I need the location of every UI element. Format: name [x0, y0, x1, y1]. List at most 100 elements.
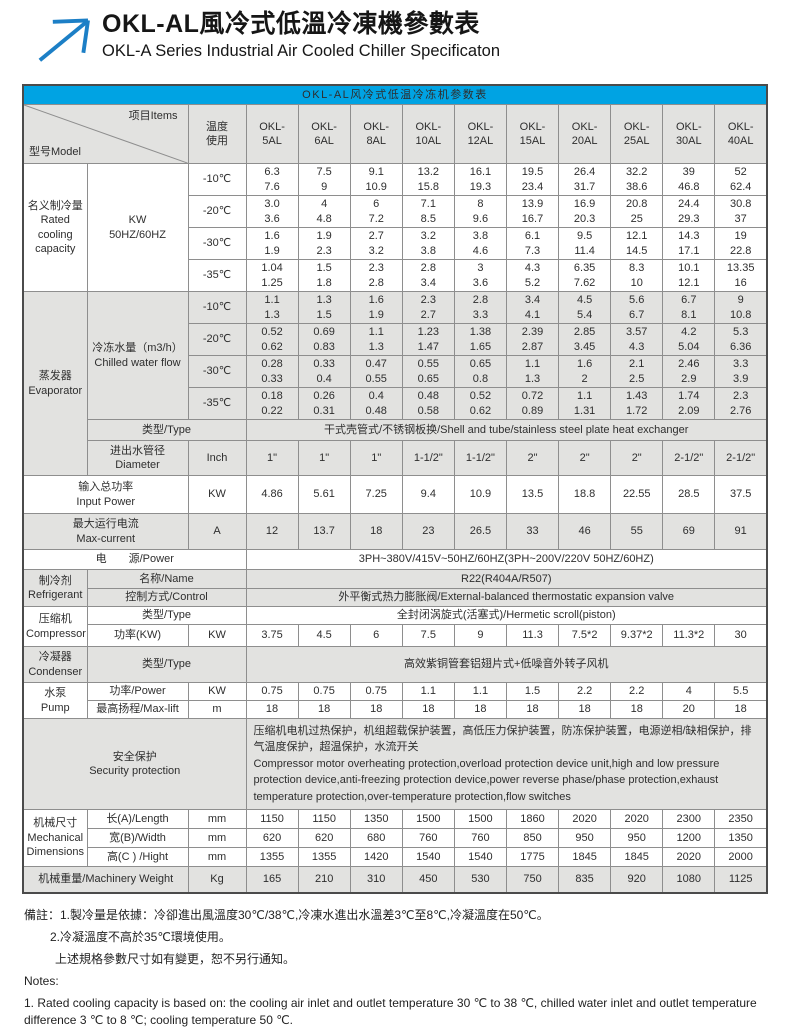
- value-cell: 2.39 2.87: [505, 323, 560, 357]
- value-cell: 1845: [610, 847, 664, 868]
- note-line-5: 1. Rated cooling capacity is based on: t…: [24, 995, 757, 1028]
- refrigerant-control-row: 控制方式/Control 外平衡式热力膨胀阀/External-balanced…: [23, 588, 768, 608]
- value-cell: 3 3.6: [453, 259, 507, 293]
- security-row: 安全保护 Security protection 压缩机电机过热保护，机组超载保…: [22, 718, 768, 811]
- value-cell: 32.2 38.6: [610, 163, 664, 197]
- value-cell: 1.6 2: [558, 355, 612, 389]
- input-power-row: 输入总功率 Input Power KW 4.86 5.61 7.25 9.4 10.9…: [22, 475, 768, 515]
- model-header: OKL- 30AL: [662, 103, 716, 165]
- value-cell: 1080: [662, 866, 716, 894]
- refrigerant-control-value: 外平衡式热力膨胀阀/External-balanced thermostatic…: [245, 588, 768, 608]
- evaporator-row: -30℃ 0.28 0.33 0.33 0.4 0.47 0.55 0.55 0.65…: [23, 355, 768, 389]
- value-cell: 1775: [505, 847, 560, 868]
- value-cell: 1845: [558, 847, 612, 868]
- table-caption: OKL-AL风冷式低温冷冻机参数表: [22, 84, 768, 105]
- value-cell: 760: [401, 828, 455, 849]
- evaporator-type-label: 类型/Type: [86, 419, 247, 442]
- evaporator-type-value: 干式壳管式/不锈钢板换/Shell and tube/stainless ste…: [245, 419, 768, 442]
- value-cell: 530: [453, 866, 507, 894]
- value-cell: 0.72 0.89: [505, 387, 560, 421]
- pump-lift-unit: m: [187, 700, 247, 720]
- value-cell: 5.3 6.36: [714, 323, 768, 357]
- value-cell: 4: [662, 682, 716, 702]
- value-cell: 2.8 3.3: [453, 291, 507, 325]
- condenser-row: 冷凝器 Condenser 类型/Type 高效紫铜管套铝翅片式+低噪音外转子风…: [22, 646, 768, 684]
- value-cell: 1.1 1.3: [349, 323, 403, 357]
- dimensions-section-label: 机械尺寸 Mechanical Dimensions: [22, 809, 88, 868]
- temp-cell: -35℃: [187, 259, 247, 293]
- model-header: OKL- 25AL: [610, 103, 664, 165]
- value-cell: 6: [349, 624, 403, 648]
- value-cell: 0.47 0.55: [349, 355, 403, 389]
- value-cell: 13.35 16: [714, 259, 768, 293]
- pump-lift-label: 最高扬程/Max-lift: [86, 700, 189, 720]
- compressor-section-label: 压缩机 Compressor: [22, 606, 88, 648]
- value-cell: 1150: [297, 809, 351, 830]
- value-cell: 0.33 0.4: [297, 355, 351, 389]
- table-caption-row: OKL-AL风冷式低温冷冻机参数表: [22, 84, 768, 105]
- value-cell: 6 7.2: [349, 195, 403, 229]
- value-cell: 2020: [662, 847, 716, 868]
- value-cell: 6.1 7.3: [505, 227, 560, 261]
- value-cell: 4.5 5.4: [558, 291, 612, 325]
- value-cell: 2.3 2.8: [349, 259, 403, 293]
- value-cell: 28.5: [662, 475, 716, 515]
- value-cell: 18: [401, 700, 455, 720]
- items-label: 项目Items: [128, 110, 178, 122]
- value-cell: 950: [558, 828, 612, 849]
- value-cell: 10.9: [453, 475, 507, 515]
- pump-power-unit: KW: [187, 682, 247, 702]
- value-cell: 2.1 2.5: [610, 355, 664, 389]
- value-cell: 620: [245, 828, 299, 849]
- value-cell: 1.9 2.3: [297, 227, 351, 261]
- compressor-power-unit: KW: [187, 624, 247, 648]
- note-line-2: 2.冷凝溫度不高於35℃環境使用。: [50, 929, 231, 944]
- value-cell: 18: [349, 513, 403, 551]
- value-cell: 12.1 14.5: [610, 227, 664, 261]
- value-cell: 3.2 3.8: [401, 227, 455, 261]
- value-cell: 18: [714, 700, 768, 720]
- value-cell: 4.5: [297, 624, 351, 648]
- height-unit: mm: [187, 847, 247, 868]
- value-cell: 210: [297, 866, 351, 894]
- doc-header: OKL-AL風冷式低溫冷凍機參數表 OKL-A Series Industria…: [0, 0, 790, 77]
- value-cell: 2020: [610, 809, 664, 830]
- value-cell: 2-1/2": [662, 440, 716, 477]
- value-cell: 9.5 11.4: [558, 227, 612, 261]
- width-label: 宽(B)/Width: [86, 828, 189, 849]
- value-cell: 2-1/2": [714, 440, 768, 477]
- evaporator-row: -20℃ 0.52 0.62 0.69 0.83 1.1 1.3 1.23 1.47 1…: [23, 323, 768, 357]
- value-cell: 0.75: [349, 682, 403, 702]
- value-cell: 0.75: [245, 682, 299, 702]
- cooling-row: -30℃ 1.6 1.9 1.9 2.3 2.7 3.2 3.2 3.8 3.8 4.6…: [23, 227, 768, 261]
- value-cell: 24.4 29.3: [662, 195, 716, 229]
- max-current-unit: A: [187, 513, 247, 551]
- value-cell: 0.18 0.22: [245, 387, 299, 421]
- value-cell: 0.4 0.48: [349, 387, 403, 421]
- length-row: 机械尺寸 Mechanical Dimensions 长(A)/Length m…: [22, 809, 768, 868]
- weight-label: 机械重量/Machinery Weight: [22, 866, 189, 894]
- compressor-type-row: 压缩机 Compressor 类型/Type 全封闭涡旋式(活塞式)/Herme…: [22, 606, 768, 648]
- value-cell: 1.1 1.3: [505, 355, 560, 389]
- value-cell: 1.3 1.5: [297, 291, 351, 325]
- evaporator-row: -35℃ 0.18 0.22 0.26 0.31 0.4 0.48 0.48 0.58…: [23, 387, 768, 421]
- note-line-3: 上述規格參數尺寸如有變更，恕不另行通知。: [55, 951, 296, 966]
- value-cell: 3.8 4.6: [453, 227, 507, 261]
- model-header: OKL- 8AL: [349, 103, 403, 165]
- value-cell: 1.38 1.65: [453, 323, 507, 357]
- cooling-section-label: 名义制冷量 Rated cooling capacity: [22, 163, 88, 293]
- value-cell: 16.1 19.3: [453, 163, 507, 197]
- value-cell: 1.1: [453, 682, 507, 702]
- weight-row: 机械重量/Machinery Weight Kg 165 210 310 450 530…: [22, 866, 768, 894]
- power-supply-label: 电 源/Power: [22, 549, 247, 571]
- value-cell: 13.2 15.8: [401, 163, 455, 197]
- power-supply-row: 电 源/Power 3PH~380V/415V~50HZ/60HZ(3PH~20…: [22, 549, 768, 571]
- temp-cell: -35℃: [187, 387, 247, 421]
- value-cell: 4.86: [245, 475, 299, 515]
- value-cell: 1.43 1.72: [610, 387, 664, 421]
- value-cell: 14.3 17.1: [662, 227, 716, 261]
- value-cell: 69: [662, 513, 716, 551]
- value-cell: 0.52 0.62: [453, 387, 507, 421]
- value-cell: 5.61: [297, 475, 351, 515]
- value-cell: 13.7: [297, 513, 351, 551]
